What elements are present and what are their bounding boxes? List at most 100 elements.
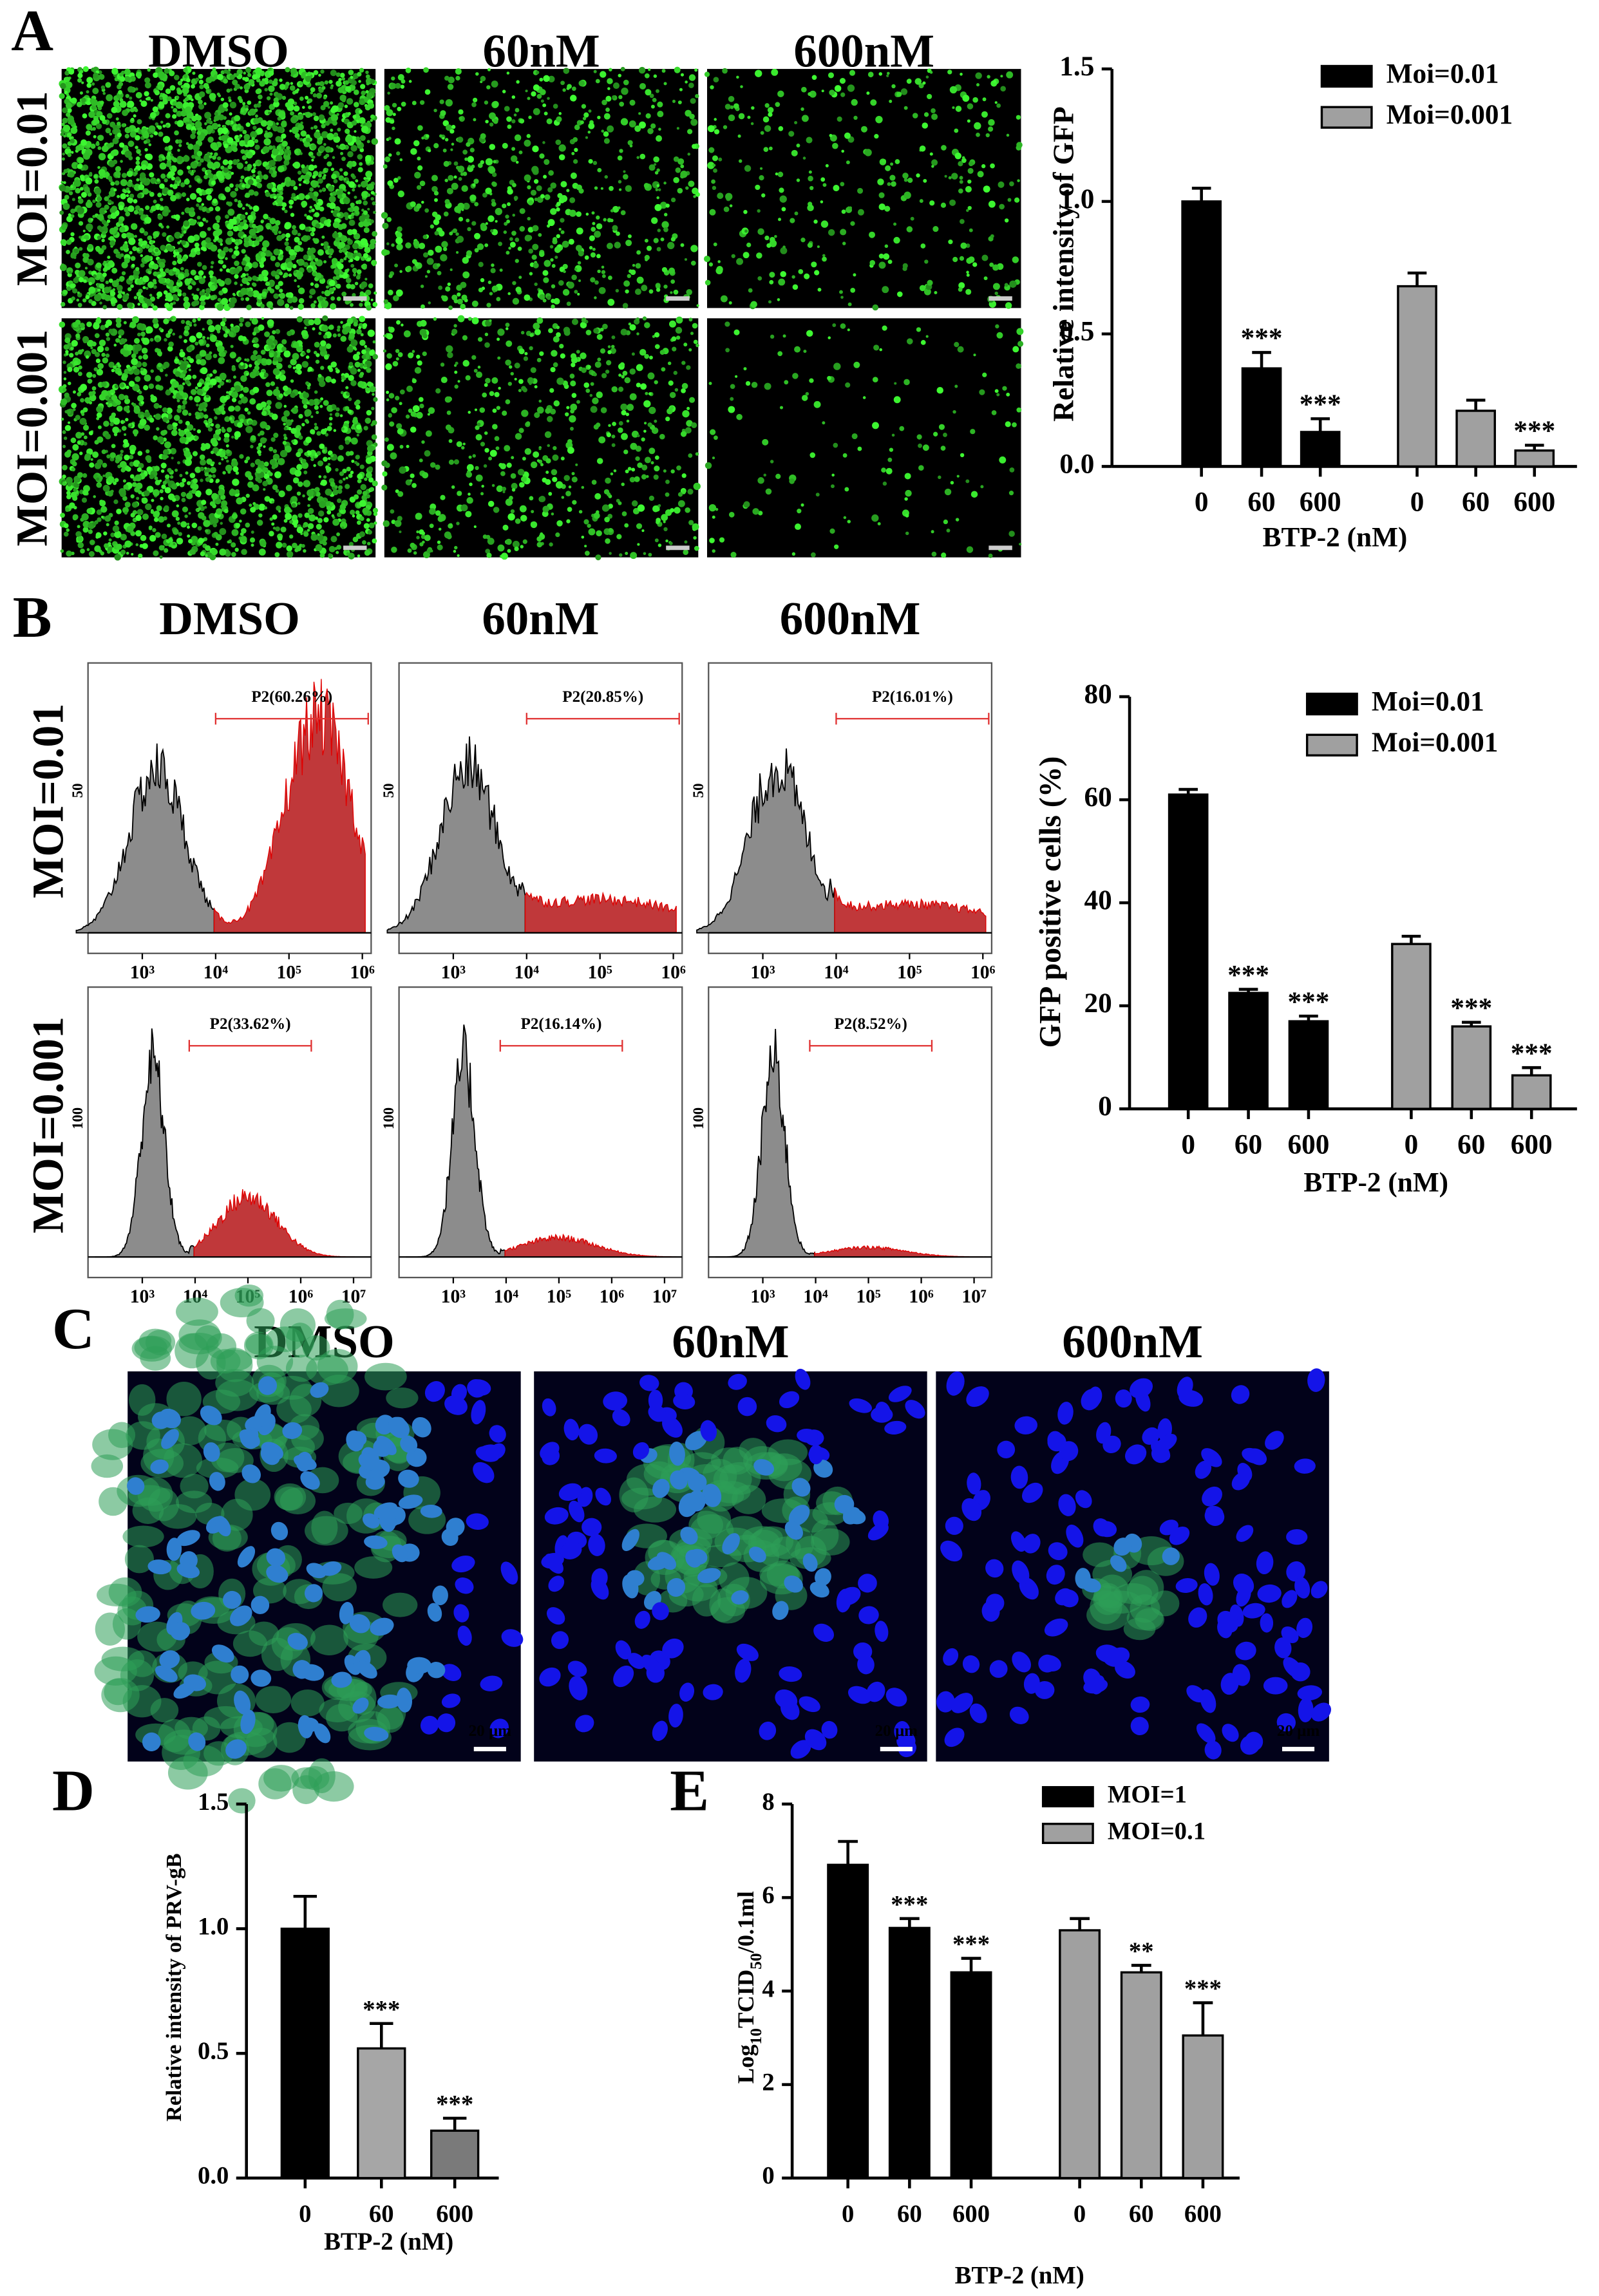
cell (350, 145, 357, 152)
cell (229, 74, 235, 80)
cell (329, 413, 332, 416)
cell (245, 193, 251, 198)
cell (66, 550, 72, 557)
cell (77, 291, 80, 294)
cell (370, 196, 374, 201)
cell (310, 232, 314, 236)
cell (214, 111, 218, 116)
cell (635, 263, 641, 269)
cell (351, 459, 355, 463)
cell (80, 139, 88, 146)
cell (298, 297, 305, 304)
cell (834, 85, 842, 92)
cell (263, 132, 270, 138)
cell (632, 263, 636, 267)
cell (972, 97, 978, 103)
cell (252, 343, 257, 348)
cell (674, 66, 681, 73)
cell (399, 270, 402, 273)
cell (1009, 280, 1017, 288)
cell (252, 283, 257, 287)
cell (345, 216, 349, 220)
cell (73, 278, 79, 284)
cell (985, 133, 990, 138)
cell (515, 238, 520, 242)
cell (109, 452, 116, 458)
cell (336, 191, 341, 195)
cell (115, 458, 120, 464)
cell (846, 160, 850, 165)
micrograph (59, 66, 379, 312)
cell (168, 191, 172, 194)
cell (132, 403, 137, 407)
cell (176, 120, 184, 127)
cell (357, 473, 363, 480)
cell (656, 89, 659, 93)
cell (724, 104, 731, 110)
cell (430, 224, 435, 229)
cell (229, 112, 232, 116)
cell (882, 158, 886, 163)
cell (707, 125, 715, 133)
cell (914, 78, 922, 85)
cell (111, 395, 118, 401)
cell (585, 212, 589, 216)
cell (259, 175, 264, 180)
cell (587, 130, 591, 134)
cell (574, 124, 580, 131)
cell (967, 179, 972, 184)
cell (128, 275, 135, 281)
cell (449, 129, 455, 134)
cell (527, 216, 531, 221)
cell (887, 182, 891, 186)
cell (105, 280, 109, 285)
cell (200, 367, 208, 375)
cell (173, 108, 178, 113)
cell (533, 262, 539, 268)
cell (312, 93, 317, 98)
cell (731, 254, 735, 258)
cell (80, 176, 85, 181)
cell (360, 180, 368, 188)
cell (118, 81, 124, 87)
cell (162, 232, 167, 237)
cell (68, 171, 75, 178)
cell (91, 104, 97, 110)
cell (434, 231, 439, 236)
cell (487, 68, 491, 71)
cell (738, 113, 745, 120)
cell (658, 188, 661, 192)
cell (443, 211, 449, 217)
cell (328, 202, 336, 209)
cell (290, 82, 294, 85)
cell (248, 364, 252, 368)
cell (713, 77, 719, 83)
cell (130, 494, 135, 499)
cell (196, 403, 199, 407)
cell (124, 433, 127, 437)
cell (70, 459, 73, 462)
cell (93, 135, 97, 138)
cell (267, 286, 272, 291)
cell (120, 549, 126, 555)
cell (350, 303, 354, 307)
cell (185, 71, 189, 75)
cell (983, 185, 990, 193)
cell (327, 462, 331, 466)
cell (240, 214, 246, 220)
cell (200, 551, 205, 557)
cell (574, 147, 578, 153)
cell (271, 148, 279, 156)
cell (278, 536, 283, 541)
cell (468, 165, 471, 168)
cell (214, 152, 218, 156)
cell (317, 249, 324, 256)
cell (266, 338, 274, 346)
cell (177, 241, 181, 245)
cell (211, 180, 216, 185)
cell (387, 91, 390, 95)
cell (130, 284, 134, 288)
cell (949, 199, 956, 206)
cell (79, 187, 84, 191)
cell (308, 295, 313, 299)
